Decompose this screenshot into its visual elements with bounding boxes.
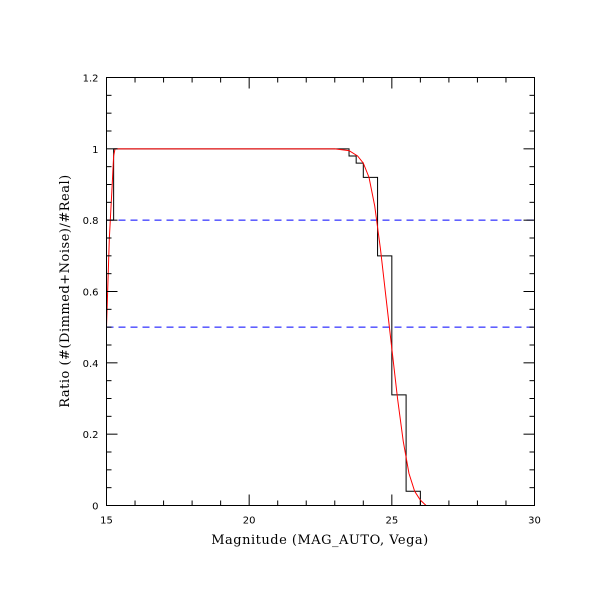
fit-curve-series: [106, 148, 535, 506]
y-tick-label: 0.2: [83, 430, 99, 441]
y-tick-label: 1.2: [83, 74, 99, 85]
y-tick-label: 1: [92, 145, 98, 156]
axis-ticks: [106, 77, 535, 506]
x-tick-label: 20: [243, 516, 256, 527]
y-tick-label: 0.6: [83, 288, 99, 299]
x-axis-title: Magnitude (MAG_AUTO, Vega): [211, 533, 429, 548]
y-tick-label: 0.8: [83, 216, 99, 227]
y-tick-label: 0.4: [83, 359, 99, 370]
y-axis-title: Ratio (#(Dimmed+Noise)/#Real): [58, 174, 73, 407]
y-tick-label: 0: [92, 502, 98, 513]
series-layer: [106, 148, 535, 506]
x-tick-label: 25: [385, 516, 398, 527]
x-tick-label: 15: [100, 516, 113, 527]
x-tick-label: 30: [528, 516, 541, 527]
reference-lines: [106, 219, 535, 328]
tick-labels: 15 20 25 30 0 0.2 0.4 0.6 0.8 1 1.2: [83, 74, 541, 527]
plot-frame: [106, 77, 535, 506]
